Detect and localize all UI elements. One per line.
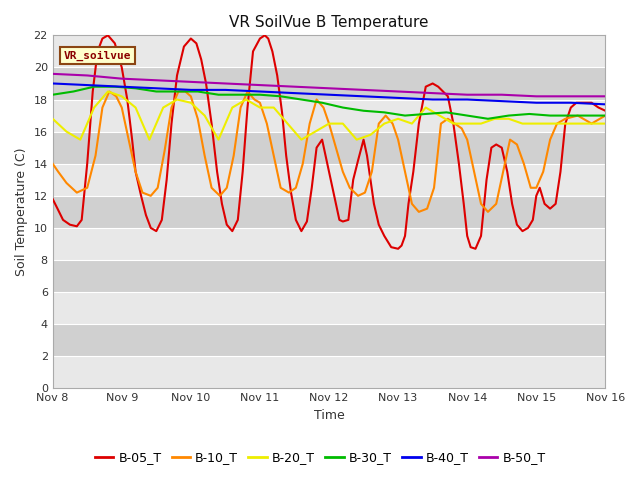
Bar — [52, 228, 605, 260]
Text: VR_soilvue: VR_soilvue — [64, 50, 131, 60]
Bar — [52, 260, 605, 292]
Bar — [52, 292, 605, 324]
Bar — [52, 324, 605, 356]
Y-axis label: Soil Temperature (C): Soil Temperature (C) — [15, 148, 28, 276]
X-axis label: Time: Time — [314, 409, 344, 422]
Title: VR SoilVue B Temperature: VR SoilVue B Temperature — [229, 15, 429, 30]
Bar — [52, 67, 605, 99]
Bar — [52, 36, 605, 67]
Bar — [52, 99, 605, 132]
Bar — [52, 164, 605, 196]
Legend: B-05_T, B-10_T, B-20_T, B-30_T, B-40_T, B-50_T: B-05_T, B-10_T, B-20_T, B-30_T, B-40_T, … — [90, 446, 550, 469]
Bar — [52, 196, 605, 228]
Bar — [52, 132, 605, 164]
Bar — [52, 356, 605, 388]
